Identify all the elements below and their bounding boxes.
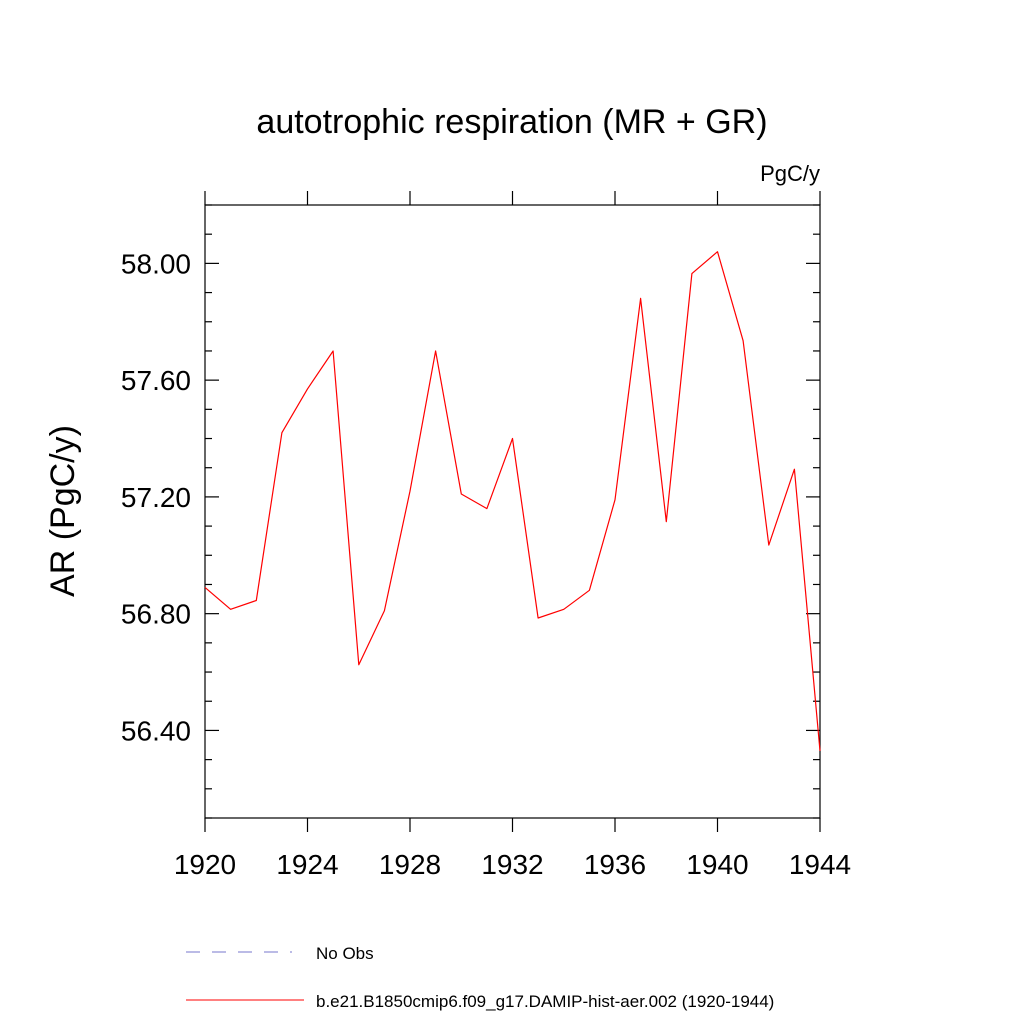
series-line	[204, 251, 821, 751]
chart-title: autotrophic respiration (MR + GR)	[256, 103, 767, 141]
legend-label: b.e21.B1850cmip6.f09_g17.DAMIP-hist-aer.…	[316, 992, 774, 1011]
legend: No Obs b.e21.B1850cmip6.f09_g17.DAMIP-his…	[186, 944, 774, 1011]
x-tick-label: 1928	[379, 849, 441, 880]
y-tick-label: 57.20	[121, 482, 191, 513]
units-label: PgC/y	[760, 161, 820, 186]
axis-ticks: 1920 1924 1928 1932 1936 1940 1944 56.40 56.80 57…	[121, 191, 851, 880]
x-tick-label: 1944	[789, 849, 851, 880]
y-tick-label: 58.00	[121, 248, 191, 279]
y-tick-label: 56.80	[121, 599, 191, 630]
y-tick-label: 57.60	[121, 365, 191, 396]
x-tick-label: 1924	[276, 849, 338, 880]
series-layer	[204, 251, 821, 751]
x-tick-label: 1932	[481, 849, 543, 880]
y-axis-label: AR (PgC/y)	[44, 425, 82, 597]
x-tick-label: 1936	[584, 849, 646, 880]
x-tick-label: 1940	[686, 849, 748, 880]
x-tick-label: 1920	[174, 849, 236, 880]
legend-label: No Obs	[316, 944, 374, 963]
plot-frame	[204, 204, 821, 819]
y-tick-label: 56.40	[121, 715, 191, 746]
